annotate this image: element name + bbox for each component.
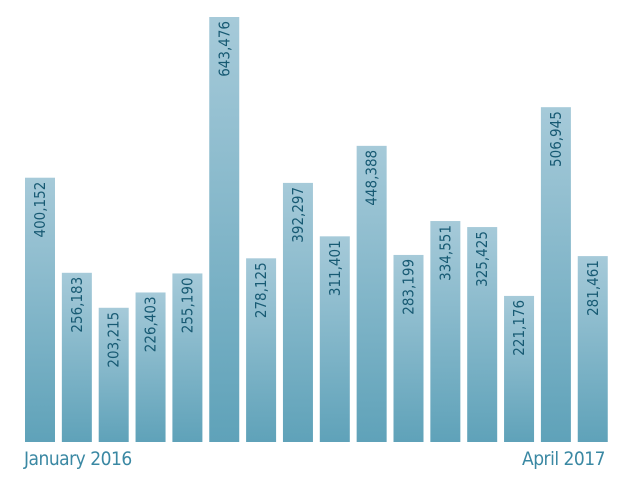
x-axis-end-label: April 2017: [522, 448, 606, 470]
data-label-11: 283,199: [400, 259, 418, 315]
data-label-9: 311,401: [326, 240, 344, 296]
bars-group: [25, 17, 608, 443]
bar-5: [172, 273, 203, 442]
data-label-12: 334,551: [436, 225, 454, 281]
data-label-16: 281,461: [584, 260, 602, 316]
data-label-5: 255,190: [178, 277, 196, 333]
bar-7: [246, 258, 277, 442]
bar-4: [135, 292, 166, 442]
bar-15: [540, 107, 571, 443]
bar-14: [504, 295, 535, 442]
bar-1: [25, 177, 55, 442]
bar-16: [577, 256, 608, 442]
bar-3: [98, 307, 129, 442]
data-label-2: 256,183: [68, 277, 86, 333]
x-axis-start-label: January 2016: [24, 448, 132, 470]
bar-13: [467, 227, 498, 442]
data-label-14: 221,176: [510, 300, 528, 356]
bar-9: [319, 236, 350, 442]
data-labels-group: 400,152 256,183 203,215 226,403 255,190 643,4…: [31, 21, 602, 368]
data-label-8: 392,297: [289, 187, 307, 243]
bar-10: [356, 145, 387, 442]
data-label-4: 226,403: [142, 296, 160, 352]
data-label-10: 448,388: [363, 150, 381, 206]
data-label-6: 643,476: [215, 21, 233, 77]
bar-2: [61, 272, 92, 442]
data-label-13: 325,425: [473, 231, 491, 287]
bar-6: [209, 17, 240, 442]
data-label-7: 278,125: [252, 262, 270, 318]
bar-12: [430, 221, 461, 442]
data-label-15: 506,945: [547, 111, 565, 167]
bar-11: [393, 254, 424, 442]
bar-8: [282, 182, 313, 442]
data-label-3: 203,215: [105, 312, 123, 368]
data-label-1: 400,152: [31, 182, 49, 238]
